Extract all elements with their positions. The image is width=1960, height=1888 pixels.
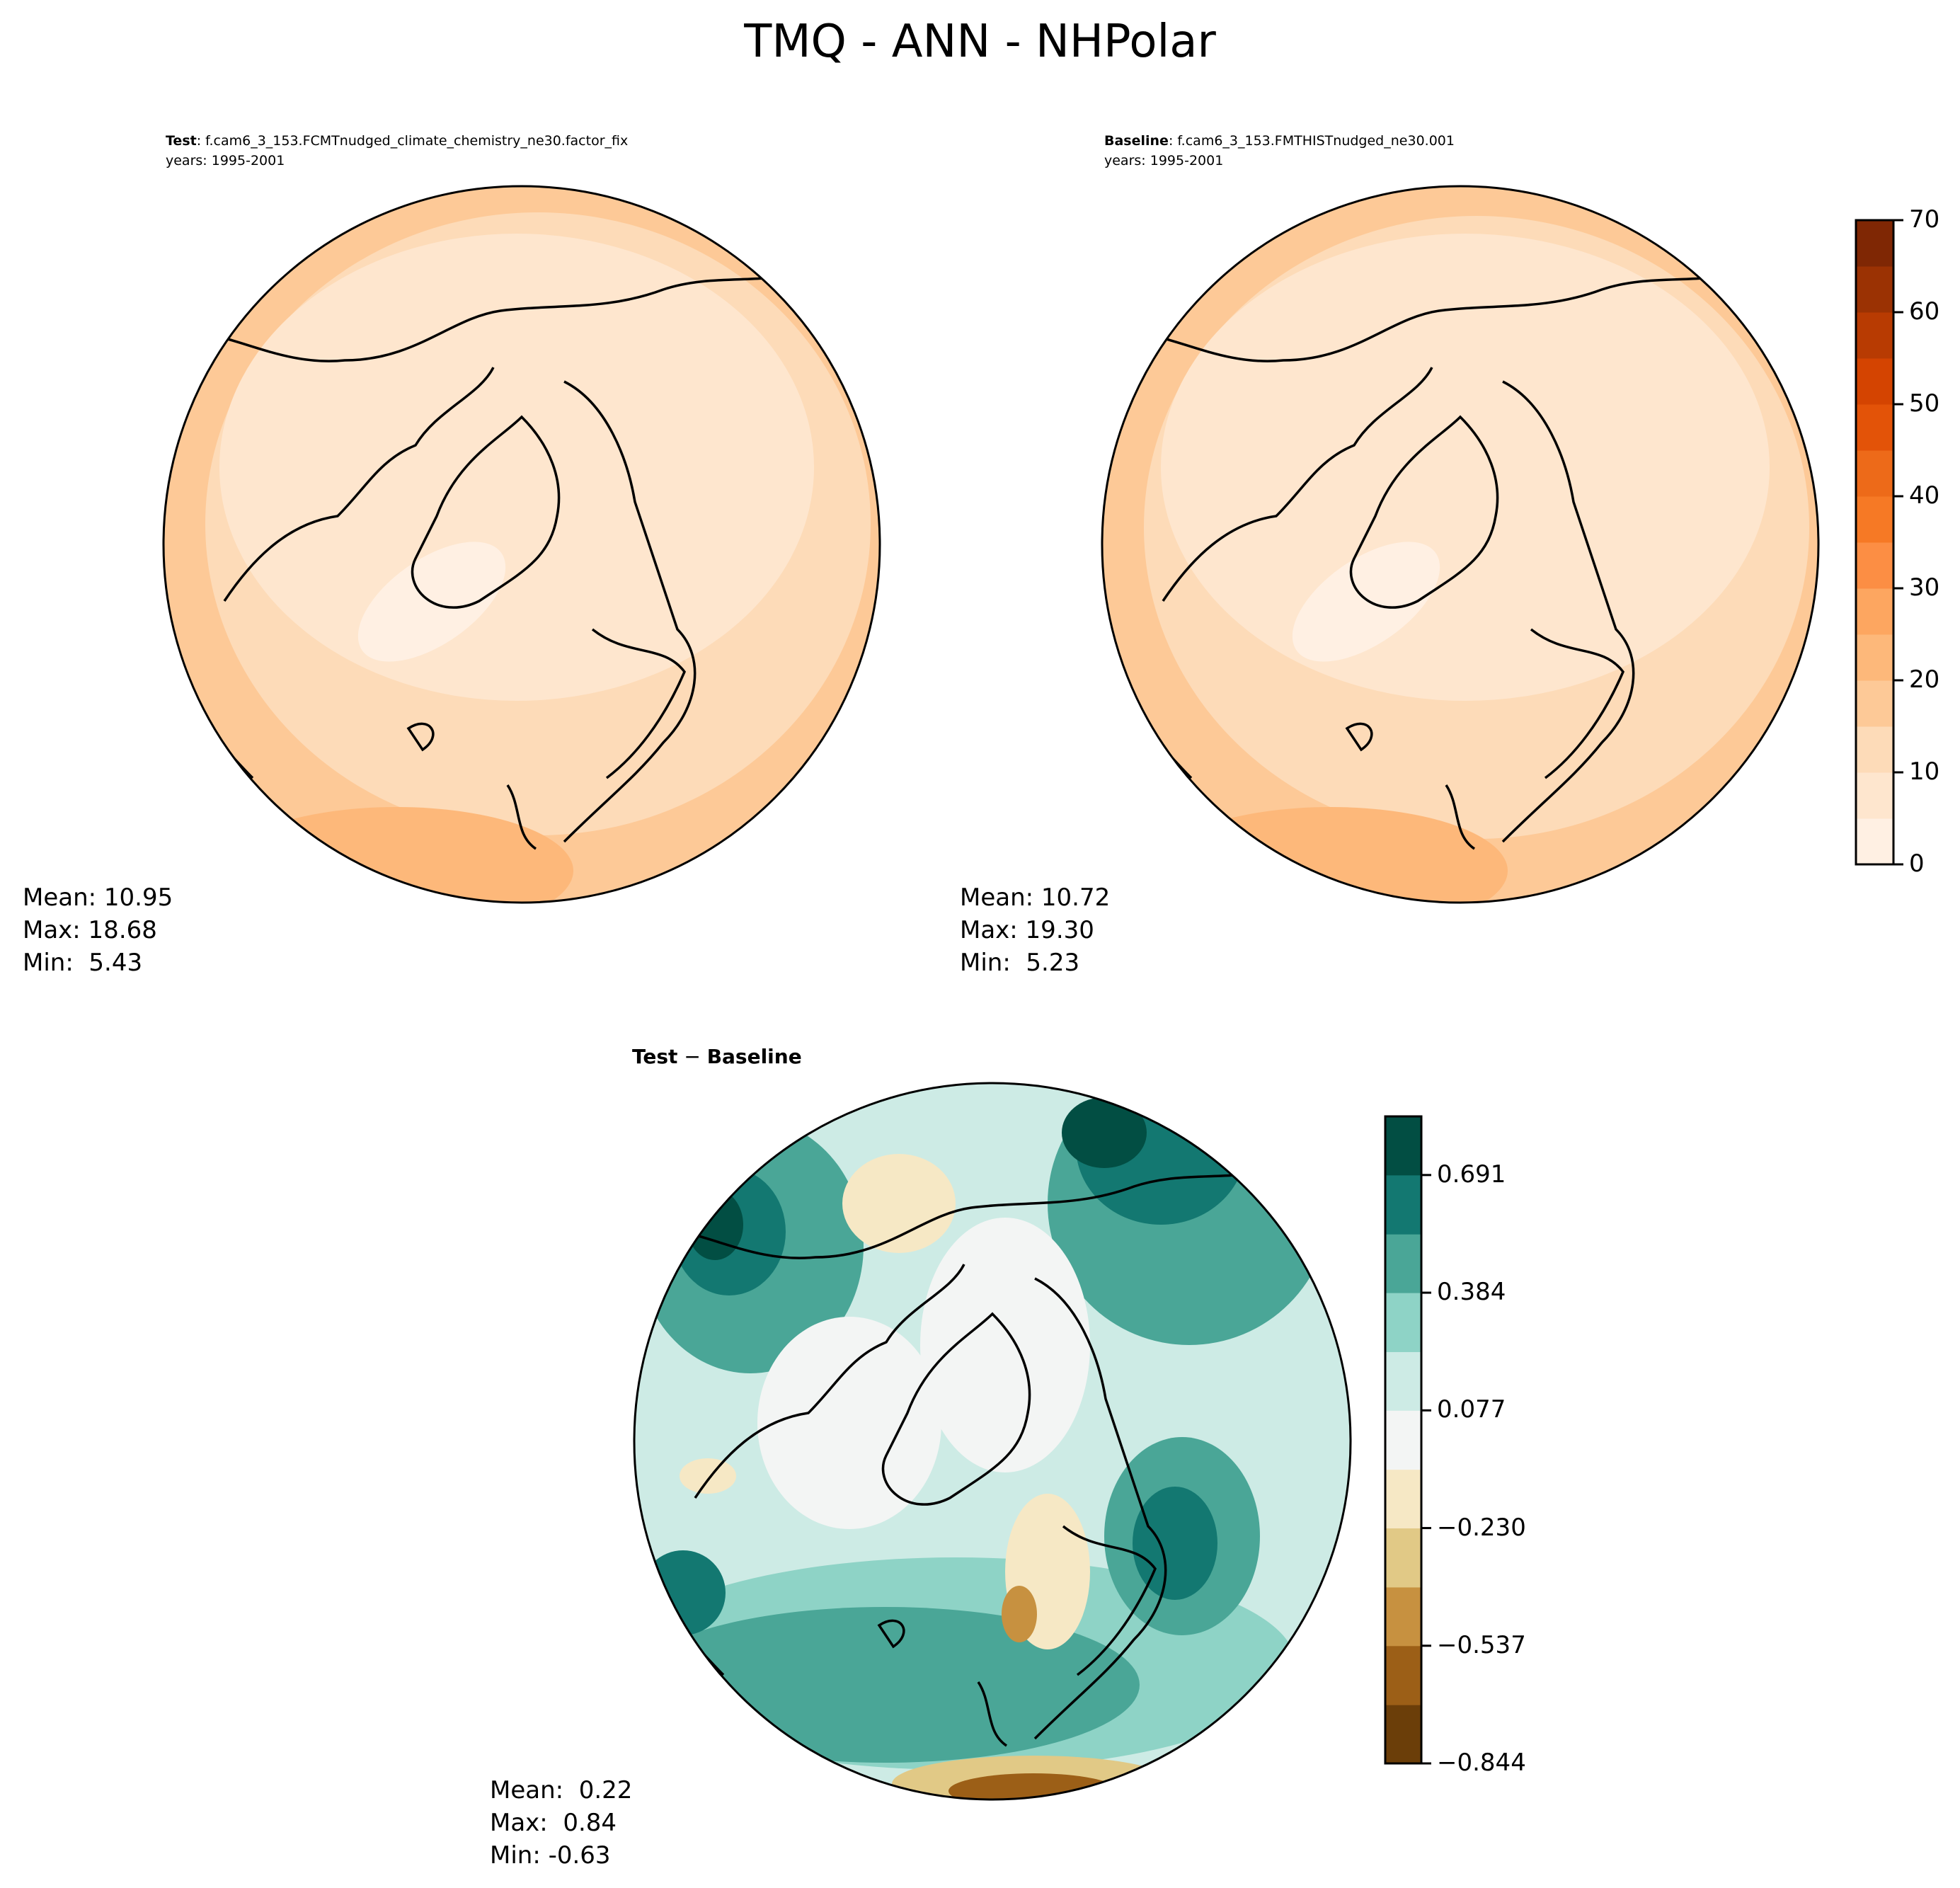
diff-mean: Mean: 0.22 (490, 1776, 633, 1804)
diff-stats: Mean: 0.22 Max: 0.84 Min: -0.63 (490, 1774, 632, 1872)
baseline-min: Min: 5.23 (960, 949, 1080, 977)
colorbar-segment (1385, 1705, 1421, 1764)
colorbar-segment (1856, 404, 1893, 451)
colorbar-tick-label: 40 (1909, 481, 1940, 510)
diff-title-op: − (677, 1045, 707, 1068)
colorbar-tick-label: −0.537 (1437, 1630, 1526, 1659)
baseline-label: Baseline (1104, 133, 1169, 149)
colorbar-segment (1856, 818, 1893, 865)
colorbar-segment (1385, 1528, 1421, 1588)
baseline-case: : f.cam6_3_153.FMTHISTnudged_ne30.001 (1168, 133, 1455, 149)
test-map (164, 186, 880, 903)
diff-max: Max: 0.84 (490, 1809, 617, 1837)
baseline-map-boundary (1101, 185, 1820, 904)
test-years: years: 1995-2001 (166, 153, 285, 168)
test-max: Max: 18.68 (23, 916, 157, 944)
colorbar-segment (1385, 1586, 1421, 1647)
colorbar-tick-label: 30 (1909, 573, 1940, 602)
diff-title-b: Baseline (706, 1045, 802, 1068)
test-mean: Mean: 10.95 (23, 883, 173, 912)
test-stats: Mean: 10.95 Max: 18.68 Min: 5.43 (23, 881, 173, 979)
colorbar-segment (1856, 220, 1893, 267)
colorbar-tick-label: 20 (1909, 665, 1940, 694)
diff-title-a: Test (632, 1045, 678, 1068)
colorbar-segment (1856, 358, 1893, 405)
colorbar-segment (1385, 1351, 1421, 1411)
colorbar-segment (1856, 588, 1893, 635)
diff-colorbar (1384, 1115, 1431, 1765)
colorbar-tick-label: −0.230 (1437, 1513, 1526, 1542)
colorbar-segment (1385, 1116, 1421, 1176)
test-header: Test: f.cam6_3_153.FCMTnudged_climate_ch… (166, 131, 628, 171)
baseline-years: years: 1995-2001 (1104, 153, 1224, 168)
colorbar-segment (1385, 1234, 1421, 1293)
test-case: : f.cam6_3_153.FCMTnudged_climate_chemis… (196, 133, 629, 149)
colorbar-tick-label: 0.691 (1437, 1160, 1506, 1189)
colorbar-tick-label: 0 (1909, 849, 1925, 878)
colorbar-segment (1385, 1293, 1421, 1352)
colorbar-segment (1856, 266, 1893, 313)
colorbar-segment (1385, 1645, 1421, 1705)
colorbar-segment (1856, 450, 1893, 497)
baseline-stats: Mean: 10.72 Max: 19.30 Min: 5.23 (960, 881, 1110, 979)
colorbar-segment (1385, 1410, 1421, 1470)
baseline-map (1102, 186, 1818, 903)
figure-title: TMQ - ANN - NHPolar (744, 16, 1216, 68)
colorbar-segment (1856, 312, 1893, 359)
colorbar-segment (1385, 1174, 1421, 1235)
diff-title: Test − Baseline (632, 1045, 802, 1068)
colorbar-segment (1856, 634, 1893, 681)
colorbar-segment (1856, 726, 1893, 773)
colorbar-segment (1856, 496, 1893, 543)
colorbar-frame (1855, 219, 1895, 866)
colorbar-tick-label: 0.384 (1437, 1278, 1506, 1307)
baseline-mean: Mean: 10.72 (960, 883, 1111, 912)
abs-colorbar (1855, 219, 1903, 866)
colorbar-segment (1856, 680, 1893, 727)
colorbar-tick-label: 0.077 (1437, 1395, 1506, 1424)
colorbar-segment (1856, 772, 1893, 819)
colorbar-frame (1384, 1115, 1423, 1765)
baseline-header: Baseline: f.cam6_3_153.FMTHISTnudged_ne3… (1104, 131, 1455, 171)
colorbar-segment (1385, 1469, 1421, 1529)
colorbar-tick-label: 50 (1909, 389, 1940, 418)
diff-map (634, 1083, 1351, 1800)
diff-map-boundary (633, 1082, 1352, 1801)
colorbar-tick-label: −0.844 (1437, 1749, 1526, 1777)
colorbar-tick-label: 10 (1909, 757, 1940, 786)
colorbar-tick-label: 60 (1909, 297, 1940, 326)
colorbar-segment (1856, 542, 1893, 589)
diff-min: Min: -0.63 (490, 1841, 611, 1870)
test-map-boundary (162, 185, 881, 904)
test-min: Min: 5.43 (23, 949, 143, 977)
test-label: Test (166, 133, 197, 149)
baseline-max: Max: 19.30 (960, 916, 1094, 944)
colorbar-tick-label: 70 (1909, 205, 1940, 234)
